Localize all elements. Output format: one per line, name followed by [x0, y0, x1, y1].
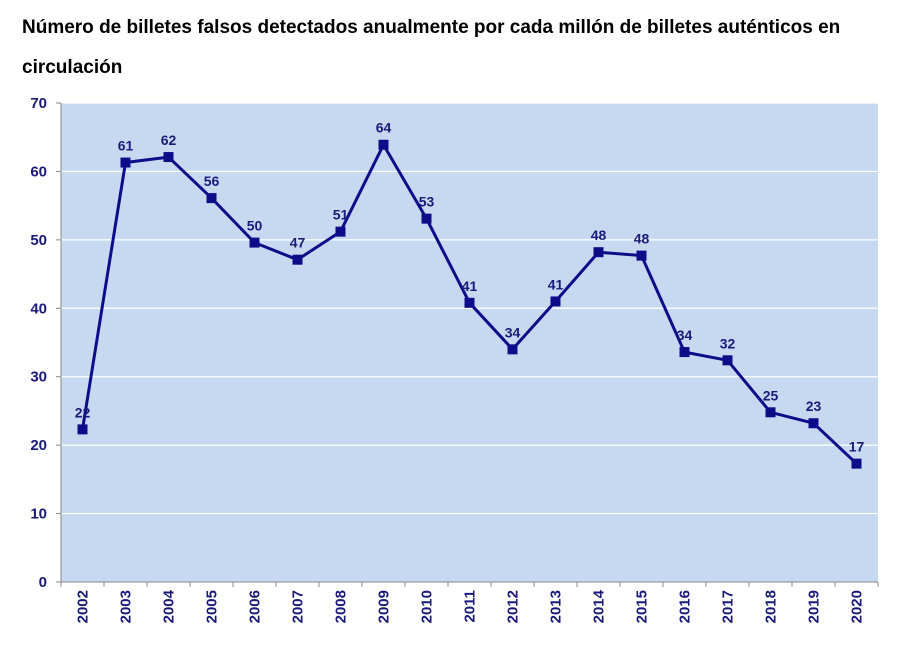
data-label: 22 — [75, 404, 91, 420]
x-tick-label: 2009 — [376, 590, 393, 623]
data-label: 48 — [591, 227, 607, 243]
x-tick-label: 2016 — [677, 590, 694, 623]
x-tick-label: 2002 — [75, 590, 92, 623]
x-tick-label: 2014 — [591, 589, 608, 623]
data-label: 41 — [548, 276, 564, 292]
chart-title: Número de billetes falsos detectados anu… — [22, 17, 841, 78]
x-tick-label: 2020 — [849, 590, 866, 623]
data-point-marker — [550, 296, 561, 307]
data-label: 34 — [505, 324, 521, 340]
data-label: 32 — [720, 335, 736, 351]
x-tick-label: 2005 — [204, 590, 221, 623]
data-point-marker — [851, 458, 862, 469]
data-point-marker — [292, 254, 303, 265]
data-point-marker — [722, 355, 733, 366]
x-tick-label: 2012 — [505, 590, 522, 623]
data-label: 48 — [634, 231, 650, 247]
data-point-marker — [378, 139, 389, 150]
x-tick-label: 2007 — [290, 590, 307, 623]
y-tick-label: 30 — [30, 369, 47, 386]
data-label: 34 — [677, 327, 693, 343]
data-label: 61 — [118, 138, 134, 154]
x-tick-labels: 2002 2003 2004 2005 2006 2007 2008 2009 2010 2011… — [75, 589, 866, 623]
data-point-marker — [593, 247, 604, 258]
data-labels: 22 61 62 56 50 47 51 64 53 41 34 41 48 48 34 32 25 23 17 — [75, 120, 865, 455]
data-label: 23 — [806, 398, 822, 414]
data-label: 41 — [462, 278, 478, 294]
data-label: 51 — [333, 207, 349, 223]
x-tick-label: 2011 — [462, 590, 479, 623]
data-point-marker — [679, 347, 690, 358]
data-label: 50 — [247, 218, 263, 234]
data-label: 62 — [161, 132, 177, 148]
grid-lines — [56, 102, 879, 587]
x-tick-label: 2017 — [720, 590, 737, 623]
y-tick-label: 10 — [30, 506, 47, 523]
data-label: 56 — [204, 173, 220, 189]
x-tick-label: 2019 — [806, 590, 823, 623]
data-point-marker — [163, 152, 174, 163]
data-point-marker — [206, 193, 217, 204]
y-tick-labels: 0 10 20 30 40 50 60 70 — [30, 95, 47, 591]
data-point-marker — [765, 407, 776, 418]
data-point-marker — [421, 213, 432, 224]
data-point-marker — [249, 237, 260, 248]
y-tick-label: 50 — [30, 232, 47, 249]
data-point-marker — [335, 226, 346, 237]
data-label: 47 — [290, 235, 306, 251]
x-tick-label: 2013 — [548, 590, 565, 623]
data-label: 64 — [376, 120, 392, 136]
x-tick-label: 2010 — [419, 590, 436, 623]
data-label: 17 — [849, 439, 865, 455]
x-tick-label: 2018 — [763, 590, 780, 623]
data-point-marker — [464, 297, 475, 308]
y-tick-label: 60 — [30, 163, 47, 180]
plot-area — [61, 103, 878, 582]
data-label: 53 — [419, 194, 435, 210]
y-tick-label: 70 — [30, 95, 47, 112]
data-point-marker — [120, 157, 131, 168]
series-group — [77, 139, 862, 469]
data-label: 25 — [763, 387, 779, 403]
x-tick-label: 2015 — [634, 590, 651, 623]
data-point-marker — [636, 250, 647, 261]
x-tick-label: 2006 — [247, 590, 264, 623]
y-tick-label: 0 — [39, 574, 47, 591]
data-point-marker — [507, 344, 518, 355]
x-tick-label: 2003 — [118, 590, 135, 623]
y-tick-label: 40 — [30, 300, 47, 317]
data-point-marker — [77, 424, 88, 435]
x-tick-label: 2008 — [333, 590, 350, 623]
data-point-marker — [808, 418, 819, 429]
x-tick-label: 2004 — [161, 589, 178, 623]
y-tick-label: 20 — [30, 437, 47, 454]
